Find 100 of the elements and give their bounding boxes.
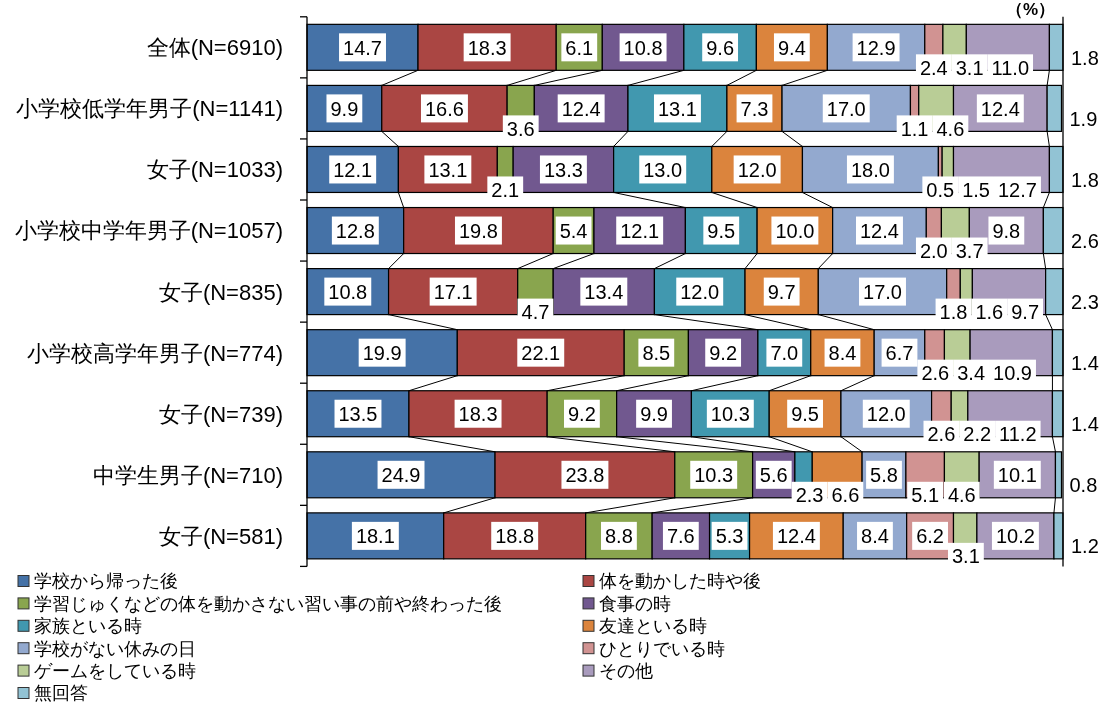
data-label: 10.9 bbox=[993, 361, 1032, 384]
data-label: 12.4 bbox=[776, 525, 816, 548]
data-label: 2.2 bbox=[963, 422, 992, 445]
data-label: 9.2 bbox=[568, 402, 596, 425]
data-label: 14.7 bbox=[343, 36, 382, 59]
data-label: 1.4 bbox=[1071, 351, 1099, 374]
data-label: 1.9 bbox=[1069, 107, 1098, 130]
data-label: 13.1 bbox=[658, 97, 697, 120]
data-label: 2.6 bbox=[927, 422, 956, 445]
data-label: 8.8 bbox=[605, 525, 633, 548]
data-label: 3.7 bbox=[955, 239, 984, 262]
data-label: 1.8 bbox=[1071, 168, 1099, 191]
legend-label: ゲームをしている時 bbox=[34, 661, 196, 682]
data-label: 17.0 bbox=[826, 97, 866, 120]
tick-label: 小学校高学年男子(N=774) bbox=[26, 340, 283, 366]
data-label: 12.7 bbox=[998, 178, 1037, 201]
data-label: 9.8 bbox=[992, 219, 1021, 242]
legend-label: 学校から帰った後 bbox=[34, 571, 178, 592]
data-label: 3.1 bbox=[955, 56, 984, 79]
data-label: 11.2 bbox=[999, 422, 1037, 445]
data-label: 9.7 bbox=[767, 280, 796, 303]
data-label: 18.0 bbox=[850, 158, 890, 181]
data-label: 1.2 bbox=[1071, 535, 1099, 558]
data-label: 18.8 bbox=[495, 525, 535, 548]
legend-label: 家族といる時 bbox=[34, 616, 142, 637]
data-label: 12.8 bbox=[335, 219, 375, 242]
data-label: 23.8 bbox=[565, 464, 605, 486]
data-label: 2.6 bbox=[921, 361, 950, 384]
data-label: 13.5 bbox=[338, 402, 378, 425]
tick-label: 女子(N=835) bbox=[158, 279, 283, 305]
data-label: 8.5 bbox=[642, 341, 671, 364]
tick-label: 女子(N=1033) bbox=[146, 157, 283, 183]
data-label: 1.1 bbox=[900, 117, 929, 140]
data-label: 12.1 bbox=[333, 158, 373, 181]
data-label: 17.0 bbox=[863, 280, 902, 303]
data-label: 9.5 bbox=[791, 402, 819, 425]
data-label: 6.2 bbox=[916, 525, 944, 548]
legend-label: 学習じゅくなどの体を動かさない習い事の前や終わった後 bbox=[34, 593, 502, 614]
data-label: 6.6 bbox=[831, 484, 860, 506]
legend-label: その他 bbox=[599, 661, 653, 682]
data-label: 5.6 bbox=[759, 464, 788, 486]
tick-label: 全体(N=6910) bbox=[146, 35, 283, 61]
data-label: 5.3 bbox=[715, 525, 744, 548]
data-label: 2.4 bbox=[919, 56, 948, 79]
tick-label: 小学校中学年男子(N=1057) bbox=[14, 218, 283, 244]
data-label: 10.3 bbox=[710, 402, 750, 425]
data-label: 9.6 bbox=[706, 36, 735, 59]
data-label: 17.1 bbox=[433, 280, 473, 303]
data-label: 1.8 bbox=[1071, 46, 1099, 69]
data-label: 12.4 bbox=[860, 219, 899, 242]
data-label: 6.1 bbox=[565, 36, 594, 59]
tick-label: 女子(N=581) bbox=[158, 523, 283, 549]
data-label: 0.8 bbox=[1069, 474, 1098, 496]
data-label: 19.9 bbox=[362, 341, 402, 364]
data-label: 18.3 bbox=[467, 36, 507, 59]
data-label: 5.4 bbox=[559, 219, 588, 242]
data-label: 13.0 bbox=[643, 158, 683, 181]
data-label: 10.3 bbox=[694, 464, 734, 486]
data-label: 2.6 bbox=[1071, 229, 1099, 252]
data-label: 6.7 bbox=[885, 341, 914, 364]
data-label: 3.4 bbox=[957, 361, 985, 384]
data-label: 12.1 bbox=[620, 219, 660, 242]
data-label: 13.3 bbox=[543, 158, 583, 181]
data-label: 12.4 bbox=[980, 97, 1020, 120]
tick-label: 女子(N=739) bbox=[158, 401, 283, 427]
data-label: 18.1 bbox=[355, 525, 395, 548]
data-label: 2.0 bbox=[919, 239, 948, 262]
data-label: 10.0 bbox=[775, 219, 815, 242]
data-label: 12.0 bbox=[866, 402, 906, 425]
legend-label: 体を動かした時や後 bbox=[599, 571, 761, 592]
data-label: 10.1 bbox=[997, 464, 1037, 486]
data-label: 24.9 bbox=[381, 464, 421, 486]
data-label: 0.5 bbox=[926, 178, 955, 201]
data-label: 12.0 bbox=[737, 158, 777, 181]
data-label: 2.3 bbox=[1071, 290, 1099, 313]
data-label: 2.3 bbox=[795, 484, 824, 506]
data-label: 3.6 bbox=[506, 117, 535, 140]
data-label: 1.8 bbox=[939, 300, 968, 323]
data-label: 1.5 bbox=[962, 178, 990, 201]
tick-label: 中学生男子(N=710) bbox=[92, 462, 283, 488]
data-label: 7.0 bbox=[770, 341, 799, 364]
data-label: 9.5 bbox=[707, 219, 736, 242]
data-label: 13.1 bbox=[428, 158, 468, 181]
legend-label: 友達といる時 bbox=[599, 616, 707, 637]
data-label: 9.4 bbox=[777, 36, 806, 59]
data-label: 10.8 bbox=[328, 280, 368, 303]
data-label: 3.1 bbox=[952, 545, 980, 568]
data-label: 13.4 bbox=[584, 280, 624, 303]
data-label: 1.4 bbox=[1071, 412, 1099, 435]
tick-label: 小学校低学年男子(N=1141) bbox=[16, 96, 283, 122]
data-label: 4.6 bbox=[947, 484, 976, 506]
data-label: 4.6 bbox=[936, 117, 965, 140]
data-label: 7.3 bbox=[740, 97, 769, 120]
data-label: 19.8 bbox=[458, 219, 498, 242]
data-label: 12.0 bbox=[680, 280, 720, 303]
data-label: 11.0 bbox=[991, 56, 1030, 79]
legend-label: 学校がない休みの日 bbox=[34, 638, 196, 659]
data-label: 18.3 bbox=[458, 402, 498, 425]
data-label: 10.2 bbox=[995, 525, 1035, 548]
data-label: 9.9 bbox=[640, 402, 668, 425]
